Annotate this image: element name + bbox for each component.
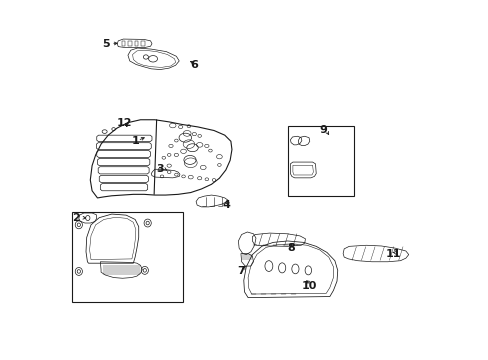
Text: 1: 1 — [131, 136, 139, 145]
Text: 7: 7 — [237, 266, 244, 276]
Text: 2: 2 — [72, 213, 80, 222]
Text: 12: 12 — [116, 118, 132, 128]
Text: 10: 10 — [301, 281, 316, 291]
Text: 9: 9 — [319, 125, 326, 135]
Bar — [287, 126, 353, 196]
Text: 11: 11 — [385, 248, 400, 258]
Text: 4: 4 — [222, 200, 230, 210]
Text: 5: 5 — [102, 39, 110, 49]
Text: 3: 3 — [156, 164, 163, 174]
Text: 8: 8 — [286, 243, 294, 253]
Text: 6: 6 — [190, 60, 198, 70]
Bar — [72, 212, 183, 302]
